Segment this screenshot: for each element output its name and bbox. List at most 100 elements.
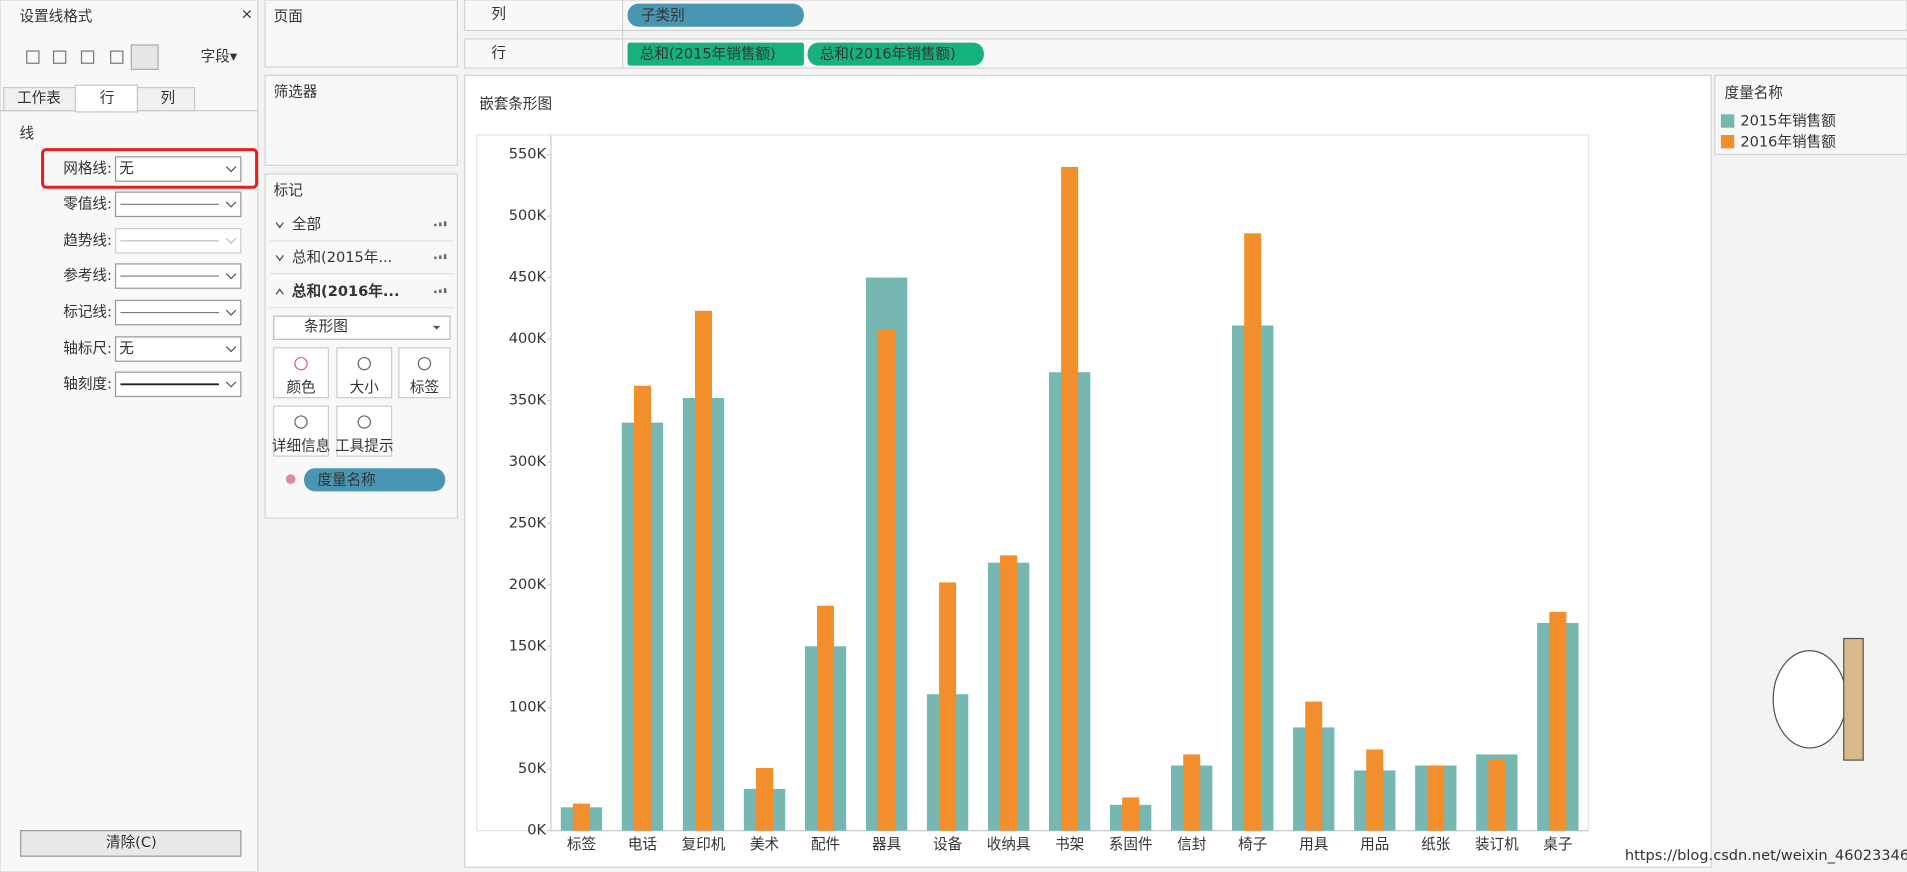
shelf-pill-label[interactable]: 子类别 <box>641 7 685 24</box>
y-tick-label: 350K <box>509 391 547 408</box>
dropdown-arrow <box>225 273 237 280</box>
toolbar-icon[interactable] <box>110 50 124 64</box>
y-tick-label: 550K <box>509 146 547 163</box>
x-tick-label: 设备 <box>933 836 963 853</box>
filters-card <box>264 74 458 167</box>
marks-item[interactable]: 总和(2016年... <box>292 282 400 300</box>
tab[interactable] <box>136 86 196 112</box>
x-tick-label: 收纳具 <box>987 836 1031 853</box>
x-tick-label: 器具 <box>872 836 902 853</box>
toolbar-icon[interactable] <box>80 50 95 64</box>
marks-item[interactable]: 总和(2015年... <box>292 249 392 266</box>
pill-label[interactable]: 度量名称 <box>317 471 375 488</box>
x-tick-label: 桌子 <box>1543 836 1572 853</box>
dropdown-arrow <box>225 166 237 173</box>
bar <box>1427 765 1445 831</box>
x-tick-label: 信封 <box>1177 836 1206 853</box>
tab-label[interactable]: 列 <box>161 90 176 107</box>
marks-button-label[interactable]: 颜色 <box>286 379 316 396</box>
shelf-pill-label[interactable]: 总和(2015年销售额) <box>640 46 776 63</box>
tab[interactable] <box>3 86 77 112</box>
toolbar-icon-active[interactable] <box>130 44 159 70</box>
expander[interactable] <box>275 255 284 262</box>
row-label: 标记线: <box>63 304 112 321</box>
bar <box>939 582 957 831</box>
toolbar-icon[interactable] <box>52 50 67 64</box>
dropdown-arrow <box>225 237 237 245</box>
marks-button-label[interactable]: 详细信息 <box>272 437 330 454</box>
marks-button[interactable] <box>336 405 393 457</box>
tab-label[interactable]: 工作表 <box>17 90 61 107</box>
sticker-strip <box>1843 637 1864 761</box>
dropdown-value: 无 <box>119 160 134 177</box>
card-title: 页面 <box>274 8 303 25</box>
y-tick-label: 50K <box>518 760 547 777</box>
bar-icon <box>443 288 447 294</box>
bar <box>817 605 835 831</box>
dropdown-arrow <box>432 325 441 330</box>
dropdown-value: 无 <box>119 340 134 357</box>
shelf-label: 列 <box>491 6 506 23</box>
legend-swatch[interactable] <box>1720 134 1735 149</box>
dropdown-arrow <box>225 381 237 388</box>
marks-button[interactable] <box>398 347 451 399</box>
y-tick-label: 300K <box>509 453 547 470</box>
pill[interactable] <box>304 468 446 492</box>
bar <box>1549 611 1567 831</box>
card-title: 标记 <box>274 182 304 199</box>
fields-dropdown[interactable]: 字段▾ <box>201 48 238 65</box>
row-label: 零值线: <box>63 195 112 212</box>
bar <box>1305 701 1323 831</box>
clear-button[interactable] <box>20 830 242 857</box>
marks-button-label[interactable]: 大小 <box>350 379 380 396</box>
y-tick-label: 400K <box>509 330 547 347</box>
row-label: 网格线: <box>63 160 112 177</box>
legend <box>1714 74 1907 156</box>
y-tick-label: 0K <box>527 822 546 839</box>
clear-button-label[interactable]: 清除(C) <box>106 834 157 851</box>
row-label: 参考线: <box>63 267 112 284</box>
legend-label[interactable]: 2016年销售额 <box>1740 133 1836 150</box>
marks-button[interactable] <box>273 405 329 457</box>
bar-icon <box>434 256 437 260</box>
row-label: 趋势线: <box>63 232 112 249</box>
y-tick-label: 200K <box>509 576 547 593</box>
marks-button-label[interactable]: 标签 <box>410 379 440 396</box>
marks-button-label[interactable]: 工具提示 <box>335 437 393 454</box>
toolbar-icon[interactable] <box>26 50 40 64</box>
legend-label[interactable]: 2015年销售额 <box>1740 113 1836 130</box>
bar <box>878 329 896 831</box>
shelf-pill-label[interactable]: 总和(2016年销售额) <box>820 46 956 63</box>
dropdown[interactable] <box>114 156 242 182</box>
expander[interactable] <box>275 222 284 229</box>
legend-swatch[interactable] <box>1720 114 1735 128</box>
mark-type-dropdown[interactable] <box>273 315 451 340</box>
expander[interactable] <box>275 288 284 295</box>
button-icon <box>357 356 371 371</box>
card-title: 筛选器 <box>274 83 318 100</box>
marks-button[interactable] <box>273 347 329 399</box>
dropdown[interactable] <box>114 336 242 362</box>
y-tick-label: 450K <box>509 269 547 286</box>
shelf-pill[interactable] <box>807 42 984 66</box>
x-tick-label: 系固件 <box>1109 836 1153 853</box>
x-tick-label: 用具 <box>1299 836 1329 853</box>
marks-button[interactable] <box>336 347 393 399</box>
panel-title: 设置线格式 <box>19 8 92 25</box>
y-tick-label: 250K <box>509 514 547 531</box>
legend-title: 度量名称 <box>1725 85 1783 102</box>
shelf-pill[interactable] <box>627 3 804 27</box>
bar <box>1122 797 1140 831</box>
shelf-pill[interactable] <box>627 42 804 66</box>
marks-item[interactable]: 全部 <box>292 215 321 233</box>
highlight-box <box>41 148 259 189</box>
x-tick-label: 纸张 <box>1421 836 1451 853</box>
tab-label[interactable]: 行 <box>100 90 115 107</box>
mark-type[interactable]: 条形图 <box>304 318 348 335</box>
bar <box>756 767 774 831</box>
x-tick-label: 装订机 <box>1475 836 1519 853</box>
section-label: 线 <box>19 125 34 142</box>
bar <box>1366 749 1384 831</box>
bar <box>694 310 713 831</box>
close-button[interactable]: × <box>241 6 253 23</box>
